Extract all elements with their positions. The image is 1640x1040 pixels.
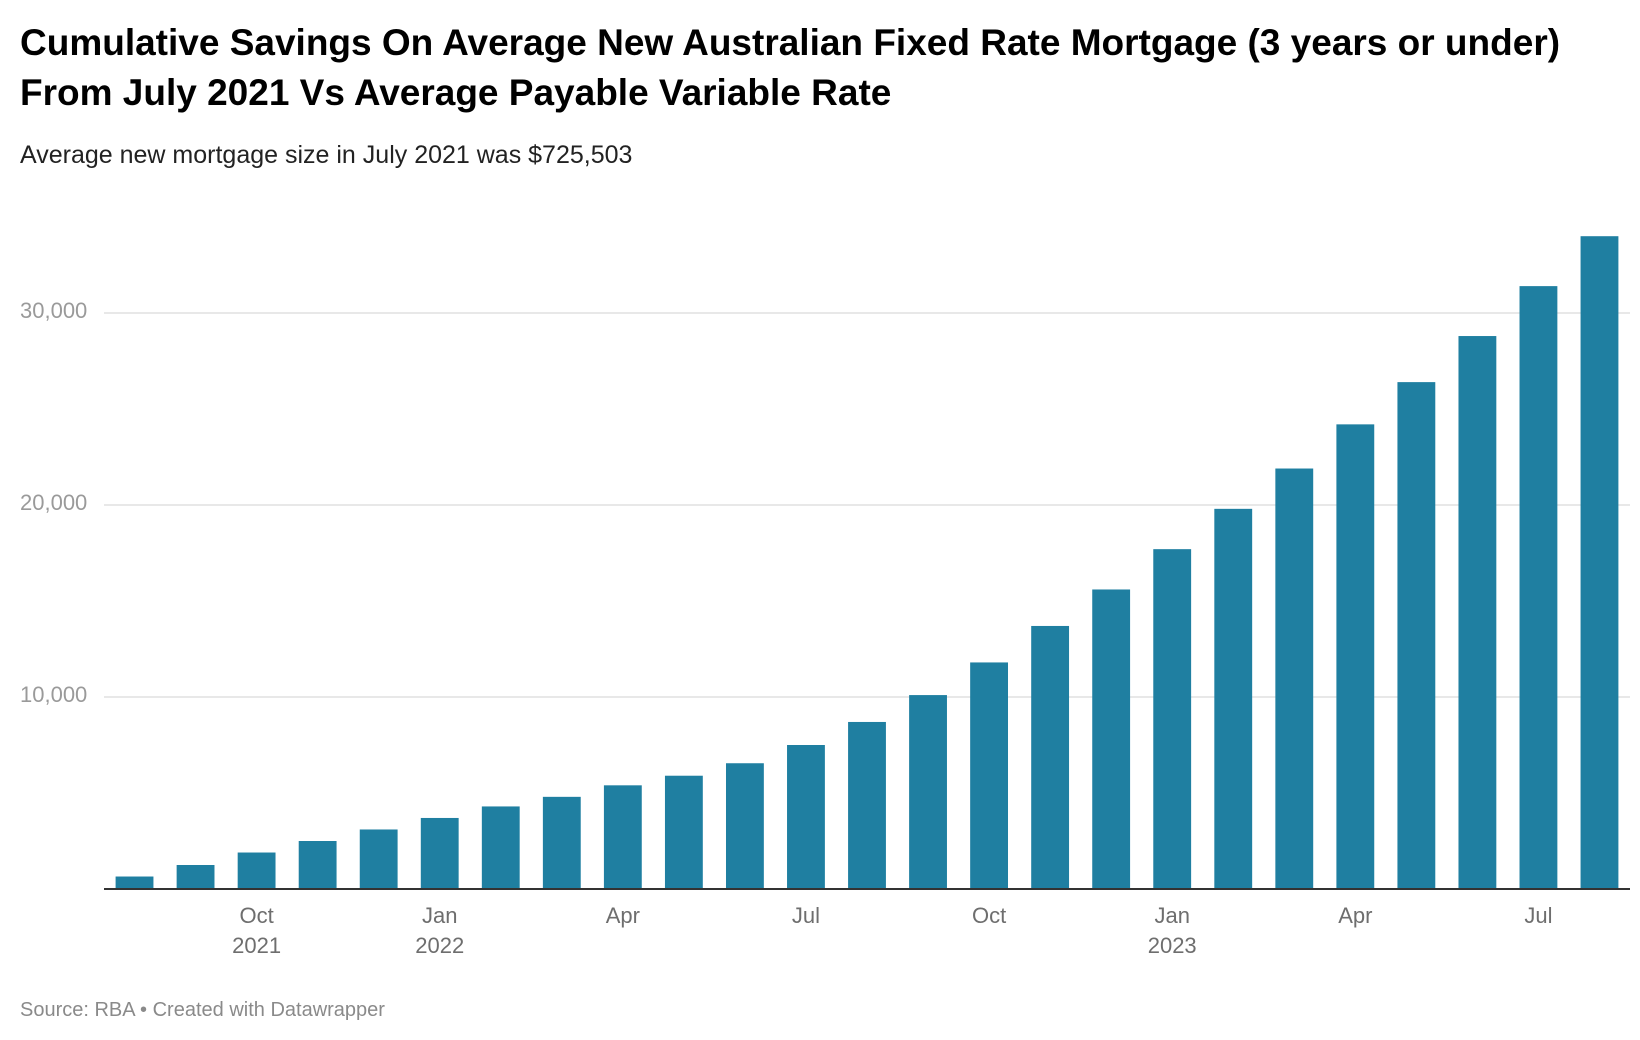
x-tick-month-label: Jul	[792, 903, 820, 928]
bar: Jan 2023: 17700	[1153, 549, 1192, 889]
bar: Nov 2022: 13700	[1031, 625, 1070, 889]
bar: Mar 2022: 4800	[542, 796, 581, 889]
x-tick-month-label: Apr	[606, 903, 640, 928]
bar: Oct 2021: 1900	[237, 852, 276, 889]
y-tick-label: 10,000	[20, 682, 87, 707]
bars: Aug 2021: 650 Sep 2021: 1250 Oct 2021: 190…	[115, 236, 1619, 889]
x-tick-month-label: Jan	[422, 903, 457, 928]
x-tick-year-label: 2022	[415, 933, 464, 958]
bar: Sep 2021: 1250	[176, 865, 215, 889]
bar: Jul 2022: 7500	[787, 745, 825, 889]
chart-title: Cumulative Savings On Average New Austra…	[20, 22, 1561, 113]
bar: Dec 2022: 15600	[1092, 589, 1131, 889]
x-tick-month-label: Oct	[972, 903, 1006, 928]
bar: Aug 2021: 650	[115, 876, 154, 889]
bar: Nov 2021: 2500	[298, 841, 337, 889]
bar: Sep 2022: 10100	[909, 695, 947, 889]
bar-chart: 10,000 20,000 30,000 Aug 2021: 650 Sep 2021…	[20, 236, 1630, 958]
x-tick-month-label: Jan	[1154, 903, 1189, 928]
bar: May 2023: 26400	[1397, 382, 1436, 889]
chart-source-note: Source: RBA • Created with Datawrapper	[20, 999, 385, 1021]
chart-subtitle: Average new mortgage size in July 2021 w…	[20, 141, 633, 169]
y-axis-labels: 10,000 20,000 30,000	[20, 298, 87, 707]
x-tick-year-label: 2023	[1148, 933, 1197, 958]
bar: Apr 2023: 24200	[1336, 424, 1375, 889]
x-tick-month-label: Oct	[239, 903, 273, 928]
bar: Aug 2022: 8700	[848, 721, 886, 889]
x-axis-labels: Oct 2021 Jan 2022 Apr Jul Oct Jan 2023 Apr Jul	[232, 903, 1552, 958]
x-tick-month-label: Jul	[1524, 903, 1552, 928]
y-tick-label: 30,000	[20, 298, 87, 323]
bar: Jun 2022: 6550	[725, 763, 764, 889]
bar: Feb 2022: 4300	[481, 806, 520, 889]
bar: Jun 2023: 28800	[1458, 336, 1497, 889]
bar: May 2022: 5900	[664, 775, 703, 889]
bar: Apr 2022: 5400	[603, 785, 642, 889]
bar: Feb 2023: 19800	[1214, 508, 1253, 889]
bar: Aug 2023: 34000	[1580, 236, 1619, 889]
bar: Jan 2022: 3700	[420, 817, 459, 889]
gridlines	[104, 312, 1630, 698]
bar: Mar 2023: 21900	[1275, 468, 1314, 889]
y-tick-label: 20,000	[20, 490, 87, 515]
bar: Oct 2022: 11800	[970, 662, 1009, 889]
x-tick-year-label: 2021	[232, 933, 281, 958]
x-tick-month-label: Apr	[1338, 903, 1372, 928]
bar: Jul 2023: 31400	[1519, 286, 1558, 889]
bar: Dec 2021: 3100	[359, 829, 398, 889]
